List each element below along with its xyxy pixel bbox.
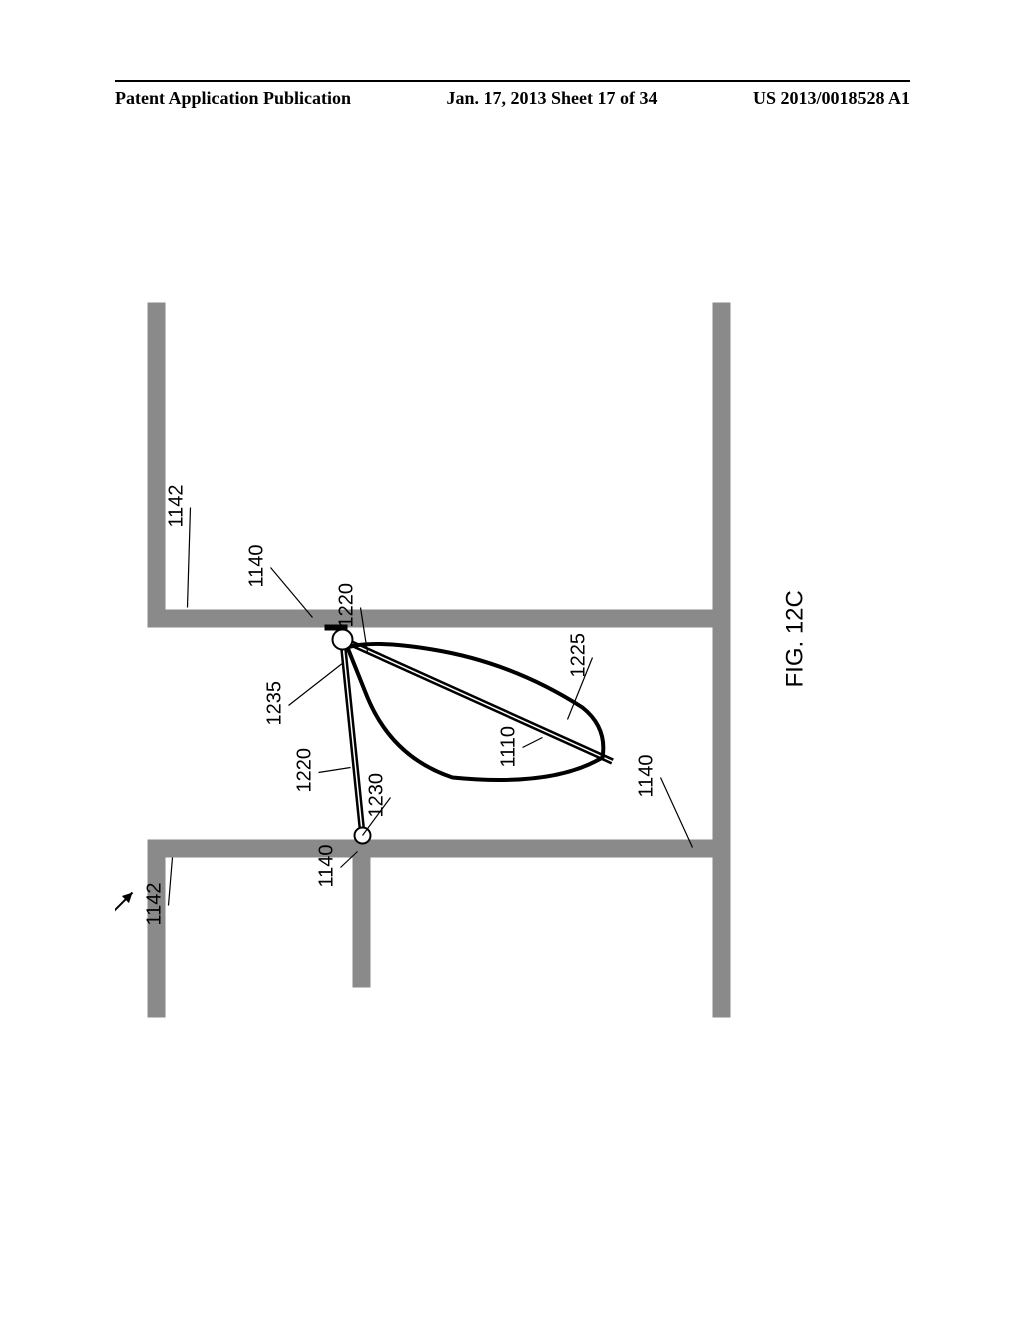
ref-label: 1225 <box>568 633 590 678</box>
figure-area: 1200114211401220123012351110114012251220… <box>115 160 910 1160</box>
ref-label: 1220 <box>336 583 358 628</box>
ref-label: 1140 <box>636 754 658 797</box>
ref-label: 1142 <box>144 882 166 925</box>
header-center: Jan. 17, 2013 Sheet 17 of 34 <box>447 88 658 109</box>
figure-caption: FIG. 12C <box>782 590 809 687</box>
figure-svg: 1200114211401220123012351110114012251220… <box>115 160 910 1160</box>
header-rule <box>115 80 910 82</box>
ref-label: 1110 <box>498 726 520 768</box>
header-right: US 2013/0018528 A1 <box>753 88 910 109</box>
header-text-row: Patent Application Publication Jan. 17, … <box>115 88 910 109</box>
ref-label: 1235 <box>264 681 286 726</box>
ref-label: 1140 <box>246 544 268 587</box>
page: Patent Application Publication Jan. 17, … <box>0 0 1024 1320</box>
ref-label: 1230 <box>366 773 388 818</box>
ref-label: 1142 <box>166 484 188 527</box>
ref-label: 1220 <box>294 748 316 793</box>
header-left: Patent Application Publication <box>115 88 351 109</box>
ref-label: 1140 <box>316 844 338 887</box>
